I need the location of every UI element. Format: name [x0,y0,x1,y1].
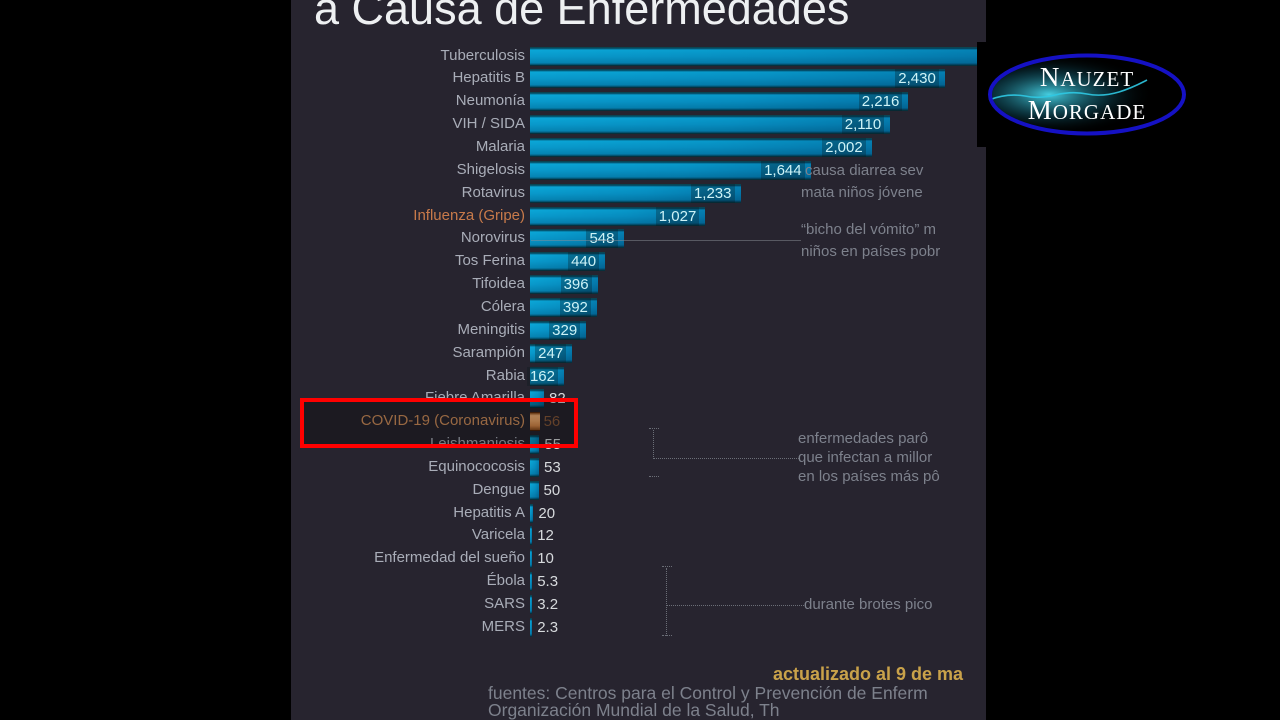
svg-text:MORGADE: MORGADE [1028,95,1147,125]
svg-text:NAUZET: NAUZET [1040,62,1134,92]
